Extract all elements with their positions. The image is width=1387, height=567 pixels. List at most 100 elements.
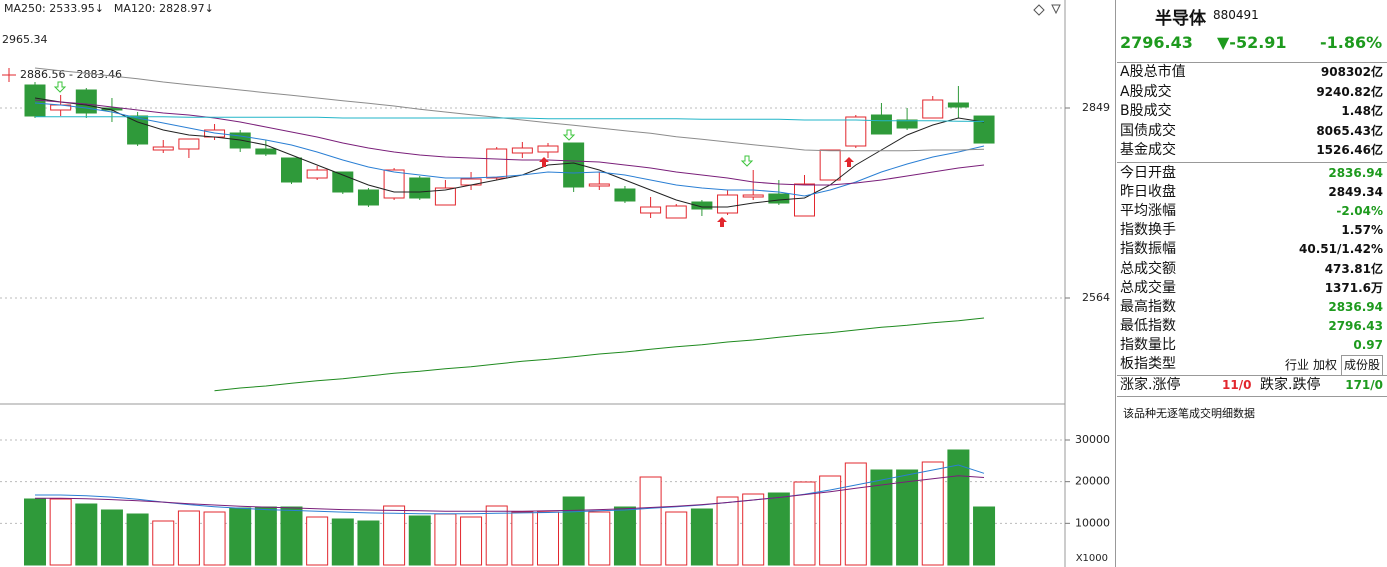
row-label: 指数换手 <box>1120 222 1176 239</box>
volume-bar <box>588 511 611 566</box>
volume-bar <box>49 498 72 566</box>
row-label: 涨家.涨停 <box>1120 377 1181 393</box>
volume-bar <box>408 515 431 566</box>
row-label: A股总市值 <box>1120 64 1186 80</box>
row-label: 平均涨幅 <box>1120 202 1176 219</box>
y-tick-label: 10000 <box>1075 516 1110 529</box>
volume-bar <box>331 518 354 566</box>
volume-bar <box>485 505 508 566</box>
option[interactable]: 成份股 <box>1340 355 1383 376</box>
option[interactable]: 行业 <box>1284 358 1309 372</box>
row-value: 1526.46亿 <box>1316 143 1383 158</box>
candle-body <box>434 187 456 206</box>
info-row: 指数换手 1.57% <box>1120 221 1383 240</box>
volume-bar <box>562 496 585 566</box>
y-tick-label: 2849 <box>1082 101 1110 114</box>
row-label: 总成交额 <box>1120 260 1176 277</box>
row-label: 板指类型 <box>1120 356 1176 372</box>
volume-bar <box>537 511 559 566</box>
info-row: 国债成交 8065.43亿 <box>1120 122 1383 141</box>
info-row: 最低指数 2796.43 <box>1120 317 1383 336</box>
ma-line <box>214 317 985 392</box>
volume-bar <box>100 509 123 566</box>
option[interactable]: 加权 <box>1312 358 1337 372</box>
down-value: 171/0 <box>1345 378 1383 392</box>
row-label: 总成交量 <box>1120 279 1176 296</box>
y-tick-label: 20000 <box>1075 475 1110 488</box>
separator <box>1117 375 1387 376</box>
volume-bar <box>357 520 380 566</box>
row-value: 2836.94 <box>1328 299 1383 314</box>
candle-body <box>768 193 790 204</box>
row-label: 指数量比 <box>1120 337 1176 354</box>
volume-bar <box>896 469 919 566</box>
volume-bar <box>793 481 816 566</box>
candle-body <box>281 157 302 183</box>
row-label: 今日开盘 <box>1120 164 1176 181</box>
row-value: 1371.6万 <box>1324 280 1383 295</box>
row-value: 908302亿 <box>1320 65 1383 79</box>
ma-line <box>35 475 985 512</box>
info-row: 平均涨幅 -2.04% <box>1120 202 1383 221</box>
candle-body <box>486 148 508 179</box>
max-label: 2965.34 <box>2 33 48 46</box>
volume-bar <box>126 513 149 566</box>
breadth-row: 涨家.涨停 11/0 跌家.跌停 171/0 <box>1120 376 1383 395</box>
info-row: 昨日收盘 2849.34 <box>1120 183 1383 202</box>
row-value: 0.97 <box>1353 338 1383 353</box>
volume-bar <box>24 498 46 566</box>
sell-signals <box>53 81 754 167</box>
row-label: 最高指数 <box>1120 298 1176 315</box>
candle-body <box>691 201 713 210</box>
volume-bar <box>716 496 739 566</box>
row-label: 基金成交 <box>1120 142 1176 159</box>
price: 2796.43 <box>1120 33 1193 52</box>
volume-bar <box>75 503 98 566</box>
row-value: 2849.34 <box>1328 184 1383 199</box>
percent: -1.86% <box>1320 33 1383 52</box>
separator <box>1117 62 1387 63</box>
volume-bar <box>870 469 893 566</box>
volume-bar <box>639 476 662 566</box>
y-tick-label: 30000 <box>1075 433 1110 446</box>
candle-body <box>152 146 174 151</box>
volume-bar <box>819 475 842 566</box>
row-label: A股成交 <box>1120 83 1172 100</box>
volume-bar <box>742 493 765 566</box>
volume-bar <box>690 508 713 566</box>
info-row: 基金成交 1526.46亿 <box>1120 141 1383 160</box>
info-row: 最高指数 2836.94 <box>1120 298 1383 317</box>
ma-line <box>34 99 985 186</box>
candle-body <box>947 102 969 108</box>
buy-signals <box>539 157 854 227</box>
candle-body <box>845 116 867 147</box>
candle-body <box>973 115 995 144</box>
row-value: 9240.82亿 <box>1316 84 1383 99</box>
legend-entry: MA250: 2533.95↓ <box>4 2 104 15</box>
chart: 2965.34 2886.56 - 2883.46 X1000 2564 2849… <box>0 0 1110 567</box>
volume-bar <box>229 507 252 566</box>
volume-bar <box>306 516 329 566</box>
ma-line <box>34 102 985 197</box>
volume-bar <box>434 513 457 566</box>
candle-body <box>537 145 559 153</box>
ma-line <box>34 97 985 208</box>
row-value: 8065.43亿 <box>1316 123 1383 138</box>
unit-label: X1000 <box>1076 553 1108 564</box>
row-value: 473.81亿 <box>1324 261 1383 276</box>
marker <box>2 68 16 82</box>
volume-bar <box>767 492 790 566</box>
row-value: 1.57% <box>1341 223 1383 238</box>
candle-body <box>742 194 764 198</box>
row-label: 最低指数 <box>1120 318 1176 335</box>
row-value: -2.04% <box>1336 203 1383 218</box>
row-value: 2836.94 <box>1328 165 1383 180</box>
candle-body <box>819 149 841 181</box>
code: 880491 <box>1213 8 1259 22</box>
panel-buttons[interactable] <box>1033 4 1061 16</box>
volume-bar <box>177 510 200 566</box>
volume-bar <box>947 449 970 566</box>
volume-bar <box>844 462 867 566</box>
info-row: A股总市值 908302亿 <box>1120 63 1383 82</box>
type-row: 板指类型 行业 加权 成份股 <box>1120 355 1383 376</box>
